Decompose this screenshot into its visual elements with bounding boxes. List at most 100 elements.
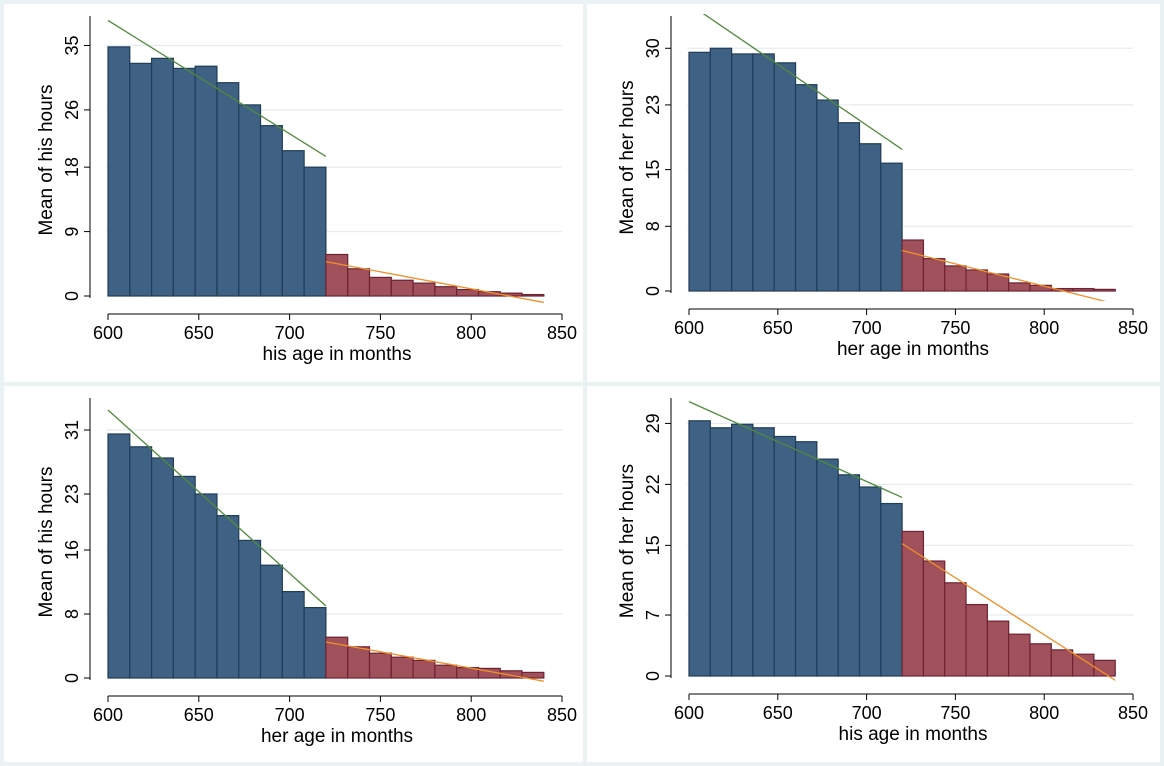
x-tick-label: 850 [1118,703,1148,723]
y-tick-label: 23 [643,95,663,115]
y-tick-label: 18 [62,157,82,177]
bar-left [150,457,174,679]
bar-right [922,258,946,292]
bar-left [259,125,283,297]
x-tick-label: 600 [93,705,123,725]
axes: 0 7 15 22 29 600 650 700 750 800 850 his age in mon… [617,398,1148,745]
bar-left [709,47,733,292]
fit-lines [107,19,544,304]
bars [688,420,1116,677]
x-tick-label: 850 [547,323,577,343]
bar-left [107,433,131,679]
fit-line-left [688,401,903,499]
x-tick-label: 600 [674,318,704,338]
bar-left [281,150,305,297]
bar-left [194,65,218,297]
bar-left [688,420,711,677]
bar-left [731,53,754,292]
x-tick-label: 700 [852,318,882,338]
y-tick-label: 8 [62,609,82,619]
x-tick-label: 850 [547,705,577,725]
chart-panel-her-hours-his-age: 0 7 15 22 29 600 650 700 750 800 850 his age in mon… [587,386,1160,762]
bar-right [347,646,371,679]
bar-left [303,607,327,679]
x-axis-title: her age in months [261,726,413,747]
y-tick-label: 26 [62,100,82,120]
x-tick-label: 650 [184,705,214,725]
bar-left [837,474,861,677]
chart-svg: 0 8 16 23 31 600 650 700 750 800 850 her age in mon… [36,398,577,747]
x-tick-label: 650 [763,703,793,723]
fit-line-left [107,19,327,157]
chart-panel-his-hours-her-age: 0 8 16 23 31 600 650 700 750 800 850 her age in mon… [4,386,583,762]
bar-right [368,276,392,297]
bar-right [412,659,436,679]
axes: 0 8 15 23 30 600 650 700 750 800 850 her age in mon… [617,16,1148,360]
bar-left [150,57,174,297]
y-tick-label: 0 [643,286,663,296]
bar-left [794,84,818,292]
fit-line-right [325,261,544,304]
chart-svg: 0 7 15 22 29 600 650 700 750 800 850 his age in mon… [617,398,1148,745]
x-tick-label: 700 [275,323,305,343]
y-tick-label: 9 [62,227,82,237]
y-tick-label: 29 [643,413,663,433]
bar-right [434,664,458,679]
y-tick-label: 0 [643,671,663,681]
x-tick-label: 850 [1118,318,1148,338]
y-tick-label: 22 [643,474,663,494]
bar-left [880,162,903,292]
bar-right [965,603,988,677]
x-axis-title: his age in months [263,344,412,365]
bar-right [368,652,392,679]
bar-left [129,446,153,679]
x-axis-title: her age in months [837,339,989,360]
y-tick-label: 23 [62,484,82,504]
chart-svg: 0 9 18 26 35 600 650 700 750 800 850 his age in mon… [36,16,577,365]
bar-left [752,53,775,292]
bar-right [434,286,458,297]
fit-line-left [702,14,903,150]
y-axis-title: Mean of her hours [617,80,638,234]
x-axis-title: his age in months [839,724,988,745]
chart-svg: 0 8 15 23 30 600 650 700 750 800 850 her age in mon… [617,14,1148,360]
bar-left [107,46,131,297]
bar-left [880,502,903,677]
y-tick-label: 7 [643,610,663,620]
bar-left [238,539,262,679]
x-tick-label: 700 [275,705,305,725]
x-tick-label: 750 [940,318,970,338]
bar-left [172,67,196,297]
bar-left [259,564,283,679]
bar-left [816,99,839,292]
bar-right [901,239,925,292]
bars [107,433,545,679]
bar-right [1050,649,1074,677]
bar-left [858,486,882,677]
x-tick-label: 750 [365,705,395,725]
y-tick-label: 15 [643,535,663,555]
bar-right [922,560,946,677]
bar-left [858,143,882,292]
x-tick-label: 600 [674,703,704,723]
y-axis-title: Mean of his hours [36,466,57,617]
bar-left [303,166,327,297]
bars [688,47,1116,292]
bar-right [1093,659,1116,677]
bar-right [390,279,414,297]
bar-left [216,515,240,679]
bar-right [944,582,967,677]
bar-left [773,435,797,677]
y-axis-title: Mean of her hours [617,464,638,618]
bar-right [1008,633,1031,677]
fit-lines [702,14,1107,301]
x-tick-label: 600 [93,323,123,343]
bar-left [281,591,305,679]
bar-left [194,493,218,679]
y-tick-label: 16 [62,540,82,560]
bar-left [172,475,196,679]
y-tick-label: 15 [643,160,663,180]
bar-right [456,288,480,297]
chart-panel-his-hours-his-age: 0 9 18 26 35 600 650 700 750 800 850 his age in mon… [4,4,583,382]
